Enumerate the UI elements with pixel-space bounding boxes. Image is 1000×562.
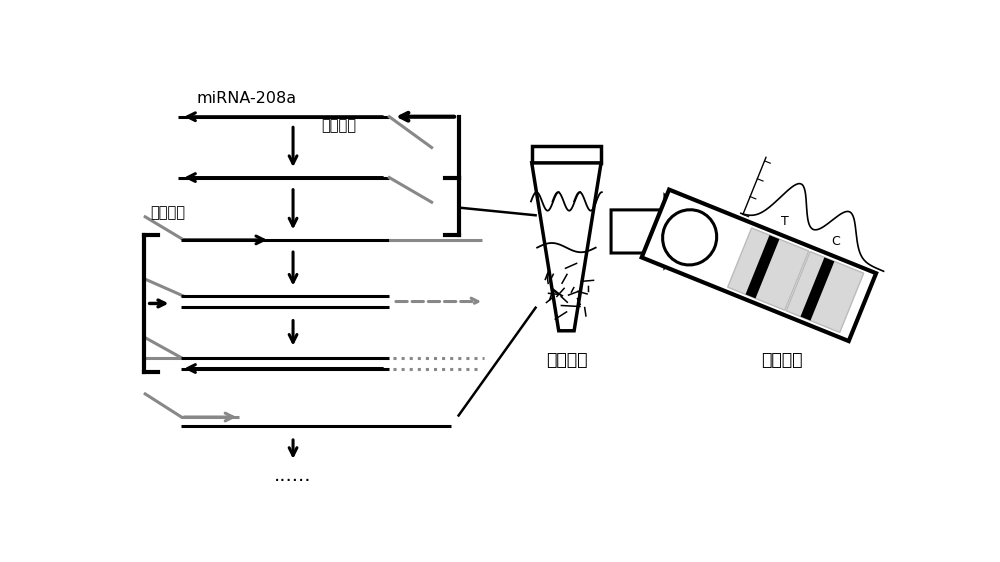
Ellipse shape	[663, 210, 717, 265]
Text: 下游引物: 下游引物	[322, 119, 357, 134]
Polygon shape	[611, 196, 697, 267]
Text: miRNA-208a: miRNA-208a	[197, 91, 297, 106]
Text: 上游引物: 上游引物	[151, 205, 186, 220]
Text: 等温扩增: 等温扩增	[546, 351, 587, 369]
Bar	[642, 189, 876, 341]
Text: C: C	[832, 235, 840, 248]
Text: ......: ......	[274, 466, 312, 485]
Polygon shape	[532, 163, 601, 331]
Bar	[532, 146, 601, 163]
Bar	[746, 235, 779, 298]
Bar	[786, 252, 864, 333]
Text: T: T	[781, 215, 788, 228]
Bar	[800, 257, 834, 321]
Text: 荧光检测: 荧光检测	[761, 351, 803, 369]
Bar	[728, 228, 809, 310]
